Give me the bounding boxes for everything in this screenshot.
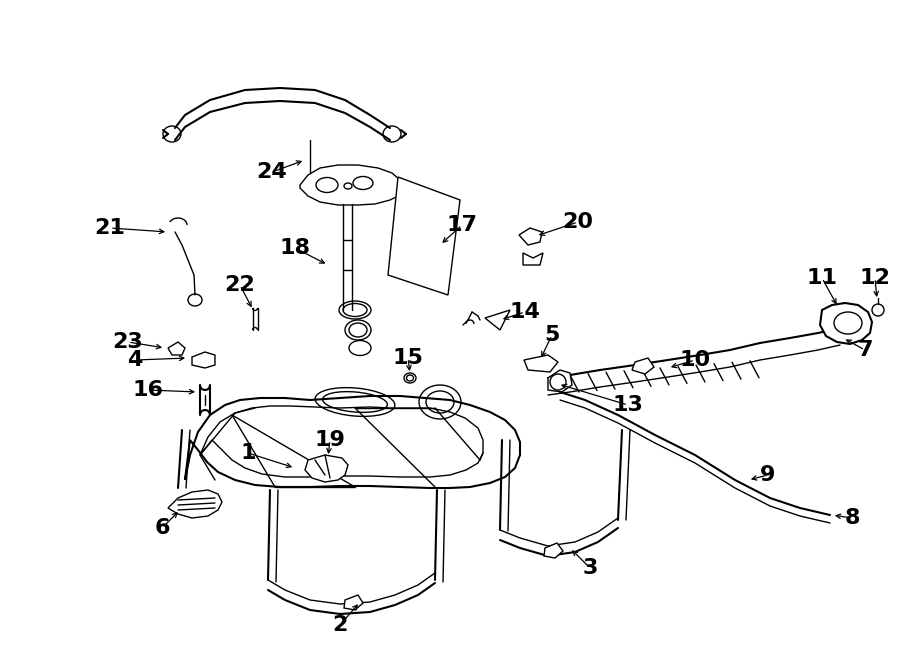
Text: 15: 15 <box>392 348 423 368</box>
Text: 18: 18 <box>280 238 310 258</box>
Polygon shape <box>388 177 460 295</box>
Text: 1: 1 <box>240 443 256 463</box>
Text: 7: 7 <box>857 340 873 360</box>
Text: 13: 13 <box>613 395 644 415</box>
Text: 10: 10 <box>680 350 711 370</box>
Text: 2: 2 <box>332 615 347 635</box>
Polygon shape <box>200 406 483 477</box>
Polygon shape <box>168 342 185 355</box>
Text: 16: 16 <box>132 380 164 400</box>
Polygon shape <box>519 228 542 245</box>
Text: 23: 23 <box>112 332 143 352</box>
Text: 21: 21 <box>94 218 125 238</box>
Text: 14: 14 <box>509 302 540 322</box>
Polygon shape <box>305 455 348 482</box>
Polygon shape <box>185 396 520 488</box>
Polygon shape <box>485 310 510 330</box>
Polygon shape <box>192 352 215 368</box>
Polygon shape <box>300 165 403 205</box>
Text: 5: 5 <box>544 325 560 345</box>
Text: 8: 8 <box>844 508 860 528</box>
Text: 4: 4 <box>127 350 143 370</box>
Text: 17: 17 <box>446 215 478 235</box>
Text: 3: 3 <box>582 558 598 578</box>
Text: 12: 12 <box>860 268 890 288</box>
Polygon shape <box>548 370 572 392</box>
Polygon shape <box>820 303 872 344</box>
Text: 11: 11 <box>806 268 838 288</box>
Polygon shape <box>523 253 543 265</box>
Polygon shape <box>632 358 654 374</box>
Text: 9: 9 <box>760 465 776 485</box>
Text: 19: 19 <box>315 430 346 450</box>
Text: 24: 24 <box>256 162 287 182</box>
Text: 20: 20 <box>562 212 593 232</box>
Text: 22: 22 <box>225 275 256 295</box>
Polygon shape <box>344 595 363 610</box>
Polygon shape <box>544 543 563 558</box>
Text: 6: 6 <box>154 518 170 538</box>
Polygon shape <box>524 355 558 372</box>
Polygon shape <box>168 490 222 518</box>
